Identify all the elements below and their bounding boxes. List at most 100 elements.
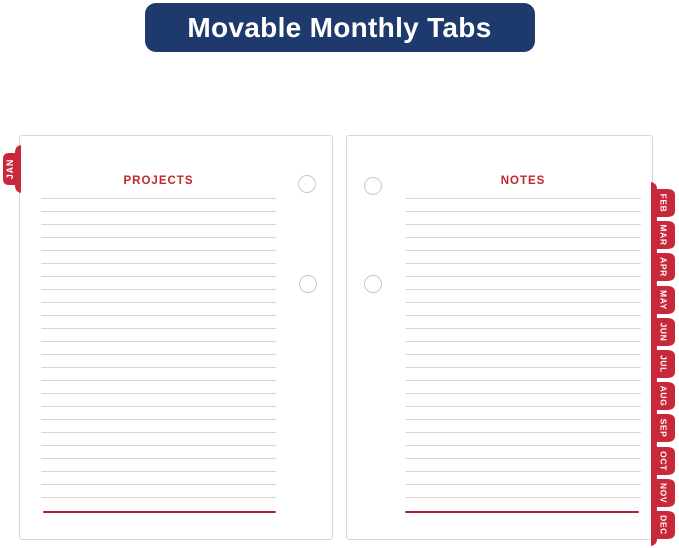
rule-line: [41, 250, 276, 252]
left-page-bottom-red-rule: [43, 511, 276, 514]
tab-shape: [651, 375, 675, 418]
rule-line: [41, 471, 276, 473]
tab-mar-label: MAR: [658, 224, 669, 246]
tab-shape: [651, 439, 675, 482]
rule-line: [405, 380, 641, 382]
tab-dec: DEC: [651, 504, 677, 546]
tab-sep: SEP: [651, 407, 677, 450]
tab-shape: [651, 310, 675, 353]
rule-line: [41, 315, 276, 317]
tab-jan-label: JAN: [5, 158, 15, 180]
right-page: NOTES FEB MAR APR MAY JUN JUL AUG SEP OCT NOV DEC: [346, 135, 675, 546]
rule-line: [405, 276, 641, 278]
rule-line: [41, 497, 276, 499]
tab-shape: [651, 246, 675, 289]
rule-line: [405, 471, 641, 473]
banner: Movable Monthly Tabs: [0, 3, 679, 52]
rule-line: [41, 276, 276, 278]
rule-line: [405, 315, 641, 317]
tab-shape: [651, 471, 675, 514]
rule-line: [41, 354, 276, 356]
rule-line: [41, 198, 276, 200]
tab-shape: [651, 182, 675, 224]
tab-shape: [651, 214, 675, 257]
rule-line: [405, 237, 641, 239]
tab-nov-label: NOV: [658, 482, 669, 503]
rule-line: [41, 367, 276, 369]
tab-nov: NOV: [651, 471, 677, 514]
rule-line: [405, 432, 641, 434]
tab-shape: [651, 407, 675, 450]
rule-line: [41, 328, 276, 330]
tab-dec-label: DEC: [658, 515, 669, 535]
left-page-rule-lines: [41, 198, 276, 499]
rule-line: [405, 289, 641, 291]
rule-line: [405, 497, 641, 499]
rule-line: [41, 445, 276, 447]
rule-line: [41, 458, 276, 460]
banner-title: Movable Monthly Tabs: [187, 11, 492, 43]
rule-line: [405, 354, 641, 356]
tab-shape: [651, 278, 675, 321]
rule-line: [41, 380, 276, 382]
tab-jan: JAN: [1, 145, 21, 193]
rule-line: [405, 211, 641, 213]
rule-line: [405, 198, 641, 200]
rule-line: [405, 445, 641, 447]
rule-line: [41, 406, 276, 408]
tab-shape: [651, 504, 675, 546]
rule-line: [405, 484, 641, 486]
rule-line: [41, 224, 276, 226]
rule-line: [405, 341, 641, 343]
tab-sep-label: SEP: [658, 418, 669, 438]
binder-hole: [364, 275, 382, 293]
binder-hole: [364, 177, 382, 195]
tab-oct: OCT: [651, 439, 677, 482]
tab-jun: JUN: [651, 310, 677, 353]
rule-line: [405, 328, 641, 330]
tab-may-label: MAY: [658, 289, 669, 310]
tab-mar: MAR: [651, 214, 677, 257]
month-tab-rail: FEB MAR APR MAY JUN JUL AUG SEP OCT NOV DEC: [651, 136, 677, 546]
rule-line: [41, 432, 276, 434]
tab-jun-label: JUN: [658, 322, 669, 342]
rule-line: [41, 302, 276, 304]
tab-jul-label: JUL: [658, 355, 669, 373]
tab-shape: [3, 145, 21, 193]
rule-line: [41, 341, 276, 343]
tab-shape: [651, 343, 675, 385]
tab-apr: APR: [651, 246, 677, 289]
rule-line: [405, 224, 641, 226]
tab-apr-label: APR: [658, 257, 669, 278]
rule-line: [405, 406, 641, 408]
left-page: PROJECTS JAN: [3, 135, 333, 540]
binder-hole: [299, 275, 317, 293]
right-page-bottom-red-rule: [405, 511, 639, 514]
rule-line: [405, 302, 641, 304]
rule-line: [405, 263, 641, 265]
right-page-rule-lines: [405, 198, 641, 499]
rule-line: [405, 419, 641, 421]
rule-line: [41, 263, 276, 265]
rule-line: [405, 367, 641, 369]
rule-line: [405, 250, 641, 252]
tab-oct-label: OCT: [658, 450, 669, 471]
rule-line: [41, 289, 276, 291]
tab-aug-label: AUG: [658, 385, 669, 407]
rule-line: [405, 458, 641, 460]
rule-line: [41, 211, 276, 213]
binder-hole: [298, 175, 316, 193]
rule-line: [41, 419, 276, 421]
tab-feb: FEB: [651, 182, 677, 224]
tab-feb-label: FEB: [658, 193, 669, 213]
rule-line: [41, 484, 276, 486]
banner-pill: Movable Monthly Tabs: [144, 3, 535, 52]
left-page-title: PROJECTS: [123, 175, 194, 187]
rule-line: [41, 393, 276, 395]
right-page-title: NOTES: [500, 175, 546, 187]
tab-aug: AUG: [651, 375, 677, 418]
tab-may: MAY: [651, 278, 677, 321]
rule-line: [41, 237, 276, 239]
rule-line: [405, 393, 641, 395]
